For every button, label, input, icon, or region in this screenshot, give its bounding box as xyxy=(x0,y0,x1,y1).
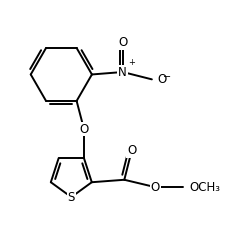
Text: O: O xyxy=(118,36,127,49)
Text: O: O xyxy=(150,181,160,194)
Text: +: + xyxy=(128,58,135,67)
Text: −: − xyxy=(163,72,171,82)
Text: OCH₃: OCH₃ xyxy=(190,181,220,194)
Text: N: N xyxy=(118,66,127,78)
Text: O: O xyxy=(127,144,136,157)
Text: O: O xyxy=(79,123,88,136)
Text: O: O xyxy=(157,73,166,86)
Text: S: S xyxy=(68,191,75,204)
